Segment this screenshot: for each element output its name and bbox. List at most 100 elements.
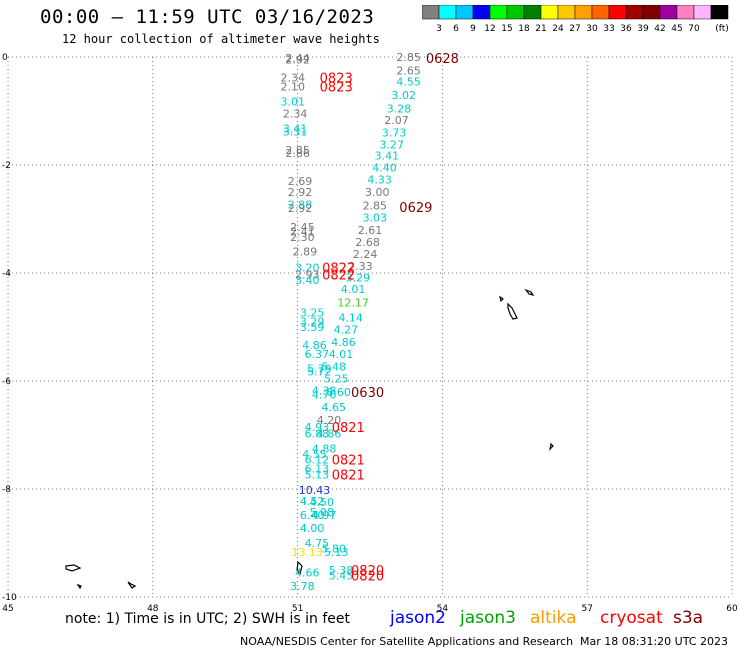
coastline [524,288,535,296]
colorbar-label: 12 [484,24,495,34]
wave-height-value: 4.55 [302,448,327,461]
wave-height-value: 6.40 [300,509,325,522]
wave-height-value: 4.93 [305,421,330,434]
generated-timestamp: Mar 18 08:31:20 UTC 2023 [580,635,728,648]
wave-height-value: 5.13 [324,546,349,559]
wave-height-value: 4.75 [305,537,330,550]
wave-height-value: 2.93 [295,269,320,282]
x-tick-label: 54 [437,604,449,614]
y-tick-label: -4 [2,269,11,279]
y-tick-label: -10 [2,593,17,603]
colorbar-label: 27 [569,24,580,34]
wave-height-value: 4.14 [338,311,363,324]
satellite-cryosat-label: cryosat [600,608,663,628]
colorbar-label: 24 [552,24,564,34]
wave-height-value: 5.13 [305,468,330,481]
wave-height-value: 13.13 [292,546,324,559]
y-tick-label: -2 [2,161,11,171]
colorbar-label: 33 [603,24,614,34]
wave-height-value: 2.88 [288,198,313,211]
y-tick-label: -8 [2,485,11,495]
pass-time-label: 0821 [332,468,365,483]
coastline [65,564,82,572]
wave-height-value: 2.85 [396,51,421,64]
colorbar-label: 18 [518,24,530,34]
wave-height-value: 4.50 [309,496,334,509]
wave-height-value: 3.41 [375,149,400,162]
colorbar-label: 30 [586,24,598,34]
colorbar-label: 3 [436,24,442,34]
wave-height-value: 4.66 [295,567,320,580]
wave-height-value: 2.89 [293,245,318,258]
wave-height-value: 2.92 [288,202,313,215]
wave-height-value: 2.34 [283,108,308,121]
wave-height-value: 3.02 [392,89,417,102]
chart-subtitle: 12 hour collection of altimeter wave hei… [62,32,380,46]
footer-note: note: 1) Time is in UTC; 2) SWH is in fe… [65,611,351,627]
wave-height-value: 2.10 [281,81,306,94]
wave-height-value: 3.41 [283,122,308,135]
wave-height-value: 2.65 [396,65,421,78]
wave-height-value: 4.65 [322,401,347,414]
wave-height-value: 5.48 [322,360,347,373]
wave-height-value: 4.97 [312,509,337,522]
pass-time-label: 0822 [322,262,355,277]
wave-height-value: 4.40 [372,162,397,175]
wave-height-value: 3.20 [295,262,320,275]
wave-height-value: 3.01 [281,95,306,108]
wave-height-value: 4.38 [312,385,337,398]
colorbar-label: 15 [501,24,512,34]
wave-height-value: 2.69 [288,175,313,188]
wave-height-value: 2.61 [358,224,383,237]
x-tick-label: 57 [581,604,592,614]
colorbar-label: 45 [671,24,682,34]
pass-time-label: 0628 [426,52,459,67]
wave-height-value: 5.79 [307,363,332,376]
x-tick-label: 51 [292,604,303,614]
y-tick-label: -6 [2,377,11,387]
wave-height-value: 2.34 [281,72,306,85]
colorbar-unit: (ft) [715,24,729,34]
wave-height-value: 2.33 [348,260,373,273]
wave-height-value: 2.45 [290,221,315,234]
colorbar-swatch [710,5,729,20]
wave-height-value: 4.86 [331,336,356,349]
wave-height-value: 5.80 [322,542,347,555]
colorbar-label: 39 [637,24,649,34]
satellite-jason3-label: jason3 [460,608,516,628]
satellite-altika-label: altika [530,608,577,628]
pass-time-label: 0820 [351,564,384,579]
pass-time-label: 0629 [399,201,432,216]
x-tick-label: 48 [147,604,159,614]
wave-height-value: 5.45 [329,569,354,582]
coastline [549,442,554,451]
wave-height-value: 6.60 [326,386,351,399]
y-tick-label: 0 [2,53,8,63]
wave-height-value: 3.27 [379,138,404,151]
x-tick-label: 60 [726,604,738,614]
wave-height-value: 2.92 [285,54,310,67]
wave-height-value: 4.27 [334,324,359,337]
wave-height-value: 2.68 [355,236,380,249]
wave-height-value: 4.33 [367,174,392,187]
coastline [127,581,137,589]
colorbar-label: 70 [688,24,700,34]
wave-height-value: 3.28 [387,102,412,115]
coastline [76,583,82,590]
wave-height-value: 3.78 [290,580,315,593]
x-tick-label: 45 [2,604,13,614]
wave-height-value: 6.12 [305,453,330,466]
wave-height-value: 2.44 [285,52,310,65]
wave-height-value: 2.92 [288,186,313,199]
pass-time-label: 0821 [332,453,365,468]
coastline [507,302,518,320]
wave-height-value: 3.00 [365,186,390,199]
wave-height-value: 3.40 [295,274,320,287]
wave-height-value: 4.52 [300,495,325,508]
colorbar-label: 9 [470,24,476,34]
wave-height-value: 4.86 [317,427,342,440]
wave-height-value: 2.30 [290,231,315,244]
chart-title: 00:00 – 11:59 UTC 03/16/2023 [40,6,375,28]
wave-height-value: 6.88 [305,427,330,440]
wave-height-value: 2.85 [363,200,388,213]
